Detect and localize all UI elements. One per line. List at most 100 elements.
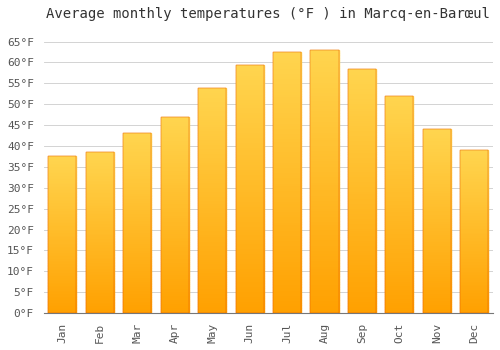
Bar (423, 153, 451, 155)
Bar (123, 171, 152, 173)
Bar (236, 298, 264, 301)
Bar (423, 280, 451, 282)
Bar (198, 225, 226, 228)
Bar (423, 287, 451, 289)
Bar (310, 237, 338, 239)
Bar (423, 208, 451, 210)
Bar (386, 181, 413, 183)
Bar (386, 144, 413, 146)
Bar (198, 110, 226, 112)
Bar (86, 215, 114, 217)
Bar (160, 301, 189, 303)
Bar (123, 164, 152, 166)
Bar (48, 265, 76, 266)
Bar (460, 167, 488, 168)
Bar (310, 295, 338, 297)
Bar (160, 152, 189, 154)
Bar (236, 149, 264, 152)
Bar (460, 188, 488, 189)
Bar (198, 155, 226, 158)
Bar (348, 193, 376, 196)
Bar (310, 147, 338, 150)
Bar (273, 89, 301, 91)
Bar (460, 184, 488, 186)
Bar (160, 221, 189, 223)
Bar (386, 202, 413, 204)
Bar (123, 306, 152, 308)
Bar (48, 222, 76, 224)
Bar (423, 267, 451, 269)
Bar (460, 262, 488, 264)
Bar (386, 159, 413, 161)
Bar (86, 197, 114, 199)
Bar (160, 180, 189, 182)
Bar (236, 179, 264, 181)
Bar (386, 307, 413, 309)
Bar (423, 142, 451, 144)
Bar (348, 78, 376, 81)
Bar (386, 183, 413, 185)
Bar (273, 308, 301, 310)
Bar (123, 311, 152, 313)
Bar (48, 308, 76, 310)
Bar (86, 175, 114, 176)
Bar (348, 228, 376, 230)
Bar (236, 244, 264, 246)
Bar (386, 204, 413, 206)
Bar (48, 169, 76, 170)
Bar (310, 52, 338, 55)
Bar (48, 268, 76, 269)
Bar (310, 139, 338, 142)
Bar (198, 232, 226, 234)
Bar (198, 304, 226, 306)
Bar (423, 306, 451, 308)
Bar (236, 167, 264, 169)
Bar (198, 207, 226, 209)
Bar (310, 158, 338, 160)
Bar (160, 238, 189, 240)
Bar (198, 119, 226, 121)
Bar (273, 146, 301, 149)
Bar (460, 202, 488, 204)
Bar (273, 133, 301, 135)
Bar (86, 239, 114, 241)
Bar (198, 241, 226, 243)
Bar (273, 230, 301, 232)
Bar (86, 154, 114, 155)
Bar (160, 254, 189, 256)
Bar (273, 115, 301, 117)
Bar (123, 148, 152, 150)
Bar (310, 50, 338, 313)
Bar (460, 204, 488, 205)
Bar (460, 210, 488, 212)
Bar (460, 220, 488, 222)
Bar (423, 284, 451, 286)
Bar (273, 224, 301, 227)
Bar (160, 293, 189, 295)
Bar (48, 199, 76, 200)
Bar (198, 121, 226, 124)
Bar (160, 225, 189, 227)
Bar (198, 182, 226, 184)
Bar (310, 231, 338, 234)
Bar (160, 195, 189, 197)
Bar (423, 175, 451, 177)
Bar (423, 183, 451, 184)
Bar (386, 126, 413, 128)
Bar (386, 226, 413, 229)
Bar (460, 165, 488, 167)
Bar (273, 91, 301, 94)
Bar (86, 176, 114, 178)
Bar (348, 96, 376, 98)
Bar (160, 299, 189, 301)
Bar (348, 235, 376, 237)
Bar (86, 196, 114, 197)
Bar (423, 247, 451, 249)
Bar (160, 217, 189, 219)
Bar (48, 279, 76, 280)
Bar (310, 163, 338, 166)
Bar (236, 104, 264, 107)
Bar (236, 224, 264, 226)
Bar (310, 166, 338, 168)
Bar (273, 300, 301, 303)
